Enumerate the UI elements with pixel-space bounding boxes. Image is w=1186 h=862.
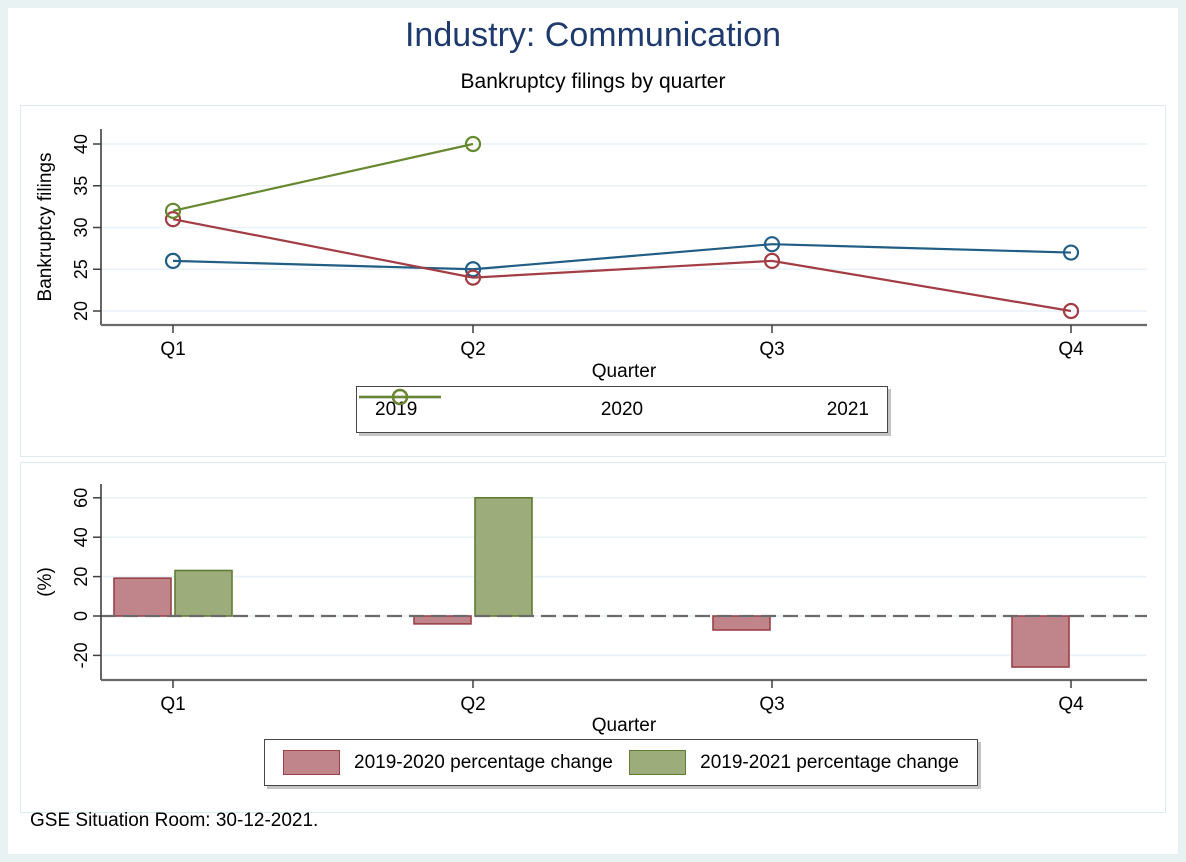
x-tick-label: Q1 — [160, 339, 185, 360]
legend-label: 2019 — [375, 398, 418, 420]
bar-2019-2021-percentage-change-Q1 — [174, 569, 233, 617]
data-marker-2019 — [763, 236, 781, 253]
bar-2019-2020-percentage-change-Q4 — [1011, 615, 1070, 668]
data-marker-2021 — [164, 202, 182, 219]
legend-label: 2019-2021 percentage change — [700, 751, 959, 773]
x-tick-label: Q4 — [1058, 339, 1084, 360]
y-tick-label: 0 — [71, 611, 91, 621]
bar-2019-2020-percentage-change-Q3 — [712, 615, 771, 631]
x-tick-label: Q3 — [759, 694, 784, 715]
y-axis-title: (%) — [35, 567, 56, 597]
panel-line-chart: 20 25 30 35 40 Q1 Q2 Q3 Q4 Quarter Bankruptcy fili… — [20, 105, 1166, 457]
bar-2019-2020-percentage-change-Q1 — [113, 577, 172, 617]
y-tick-label: 25 — [71, 259, 91, 279]
x-tick-label: Q2 — [460, 339, 485, 360]
y-tick-label: 35 — [71, 176, 91, 196]
x-tick-label: Q2 — [460, 694, 485, 715]
y-axis-title: Bankruptcy filings — [35, 153, 56, 302]
data-marker-2019 — [1062, 244, 1080, 261]
x-axis-title: Quarter — [592, 715, 657, 736]
x-tick-label: Q4 — [1058, 694, 1084, 715]
legend-circle-marker — [391, 388, 409, 406]
legend-swatch-icon — [283, 750, 340, 775]
legend-label: 2019-2020 percentage change — [354, 751, 613, 773]
graph-subtitle: Bankruptcy filings by quarter — [460, 70, 726, 93]
data-marker-2020 — [464, 269, 482, 286]
legend-swatch-icon — [629, 750, 687, 775]
x-tick-label: Q3 — [759, 339, 784, 360]
legend-entry-2019-2021-percentage-change: 2019-2021 percentage change — [629, 750, 959, 775]
data-marker-2021 — [464, 135, 482, 153]
data-marker-2020 — [1062, 302, 1080, 320]
y-tick-label: 20 — [71, 567, 91, 587]
panel-bar-chart: -20 0 20 40 60 Q1 Q2 Q3 Q4 Quarter (%) 2019-2020 p… — [20, 462, 1166, 813]
bar-chart: -20 0 20 40 60 Q1 Q2 Q3 Q4 Quarter (%) — [35, 484, 1147, 736]
source-note: GSE Situation Room: 30-12-2021. — [30, 810, 319, 831]
data-marker-2020 — [164, 211, 182, 228]
data-marker-2020 — [763, 252, 781, 269]
y-tick-label: -20 — [71, 642, 91, 668]
legend-label: 2021 — [826, 398, 869, 420]
legend-entry-2019-2020-percentage-change: 2019-2020 percentage change — [283, 750, 613, 775]
legend-line-marker-icon — [359, 388, 441, 406]
series-line-2021 — [172, 142, 474, 212]
y-tick-label: 20 — [71, 301, 91, 321]
legend-entry-2020: 2020 — [359, 388, 644, 421]
bar-chart-legend: 2019-2020 percentage change 2019-2021 per… — [264, 739, 978, 786]
legend-label: 2020 — [600, 398, 644, 420]
bar-2019-2021-percentage-change-Q2 — [474, 496, 533, 617]
y-tick-label: 60 — [71, 488, 91, 508]
bar-2019-2020-percentage-change-Q2 — [413, 615, 472, 625]
y-tick-label: 40 — [71, 527, 91, 547]
data-marker-2019 — [464, 261, 482, 278]
series-line-2020 — [172, 218, 1072, 313]
graph-title: Industry: Communication — [404, 16, 782, 54]
line-chart: 20 25 30 35 40 Q1 Q2 Q3 Q4 Quarter Bankruptcy fili… — [35, 129, 1147, 382]
x-tick-label: Q1 — [160, 694, 185, 715]
data-marker-2019 — [164, 252, 182, 269]
series-line-2019 — [172, 243, 1072, 271]
x-axis-title: Quarter — [592, 361, 657, 382]
y-tick-label: 30 — [71, 217, 91, 237]
legend-entry-2021: 2021 — [359, 388, 869, 421]
y-tick-label: 40 — [71, 134, 91, 154]
line-chart-legend: 2019 2020 2021 — [356, 386, 888, 433]
